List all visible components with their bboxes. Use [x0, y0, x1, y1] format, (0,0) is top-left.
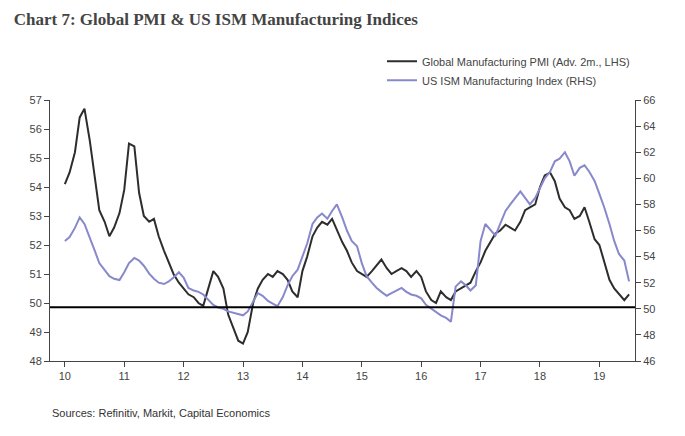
svg-text:Chart 7: Global PMI & US ISM M: Chart 7: Global PMI & US ISM Manufacturi…	[14, 10, 419, 29]
svg-text:50: 50	[643, 303, 655, 315]
svg-text:17: 17	[474, 370, 486, 382]
svg-text:US ISM Manufacturing Index (RH: US ISM Manufacturing Index (RHS)	[422, 75, 596, 87]
svg-text:55: 55	[30, 152, 42, 164]
svg-text:12: 12	[178, 370, 190, 382]
svg-text:48: 48	[643, 329, 655, 341]
svg-text:48: 48	[30, 355, 42, 367]
svg-text:13: 13	[237, 370, 249, 382]
svg-text:Global Manufacturing PMI (Adv.: Global Manufacturing PMI (Adv. 2m., LHS)	[422, 56, 630, 68]
svg-text:18: 18	[534, 370, 546, 382]
svg-text:51: 51	[30, 268, 42, 280]
svg-text:50: 50	[30, 297, 42, 309]
svg-text:10: 10	[59, 370, 71, 382]
svg-text:56: 56	[643, 224, 655, 236]
svg-text:Sources: Refinitiv, Markit, Ca: Sources: Refinitiv, Markit, Capital Econ…	[52, 407, 271, 419]
svg-text:54: 54	[643, 250, 655, 262]
svg-text:57: 57	[30, 94, 42, 106]
svg-text:15: 15	[356, 370, 368, 382]
svg-text:49: 49	[30, 326, 42, 338]
svg-text:56: 56	[30, 123, 42, 135]
svg-text:62: 62	[643, 146, 655, 158]
svg-text:54: 54	[30, 181, 42, 193]
svg-text:16: 16	[415, 370, 427, 382]
svg-text:11: 11	[119, 370, 130, 382]
svg-text:66: 66	[643, 94, 655, 106]
svg-text:14: 14	[296, 370, 308, 382]
svg-text:19: 19	[593, 370, 605, 382]
svg-text:58: 58	[643, 198, 655, 210]
svg-text:60: 60	[643, 172, 655, 184]
svg-text:53: 53	[30, 210, 42, 222]
svg-text:46: 46	[643, 355, 655, 367]
svg-text:52: 52	[30, 239, 42, 251]
svg-text:52: 52	[643, 277, 655, 289]
svg-text:64: 64	[643, 120, 655, 132]
